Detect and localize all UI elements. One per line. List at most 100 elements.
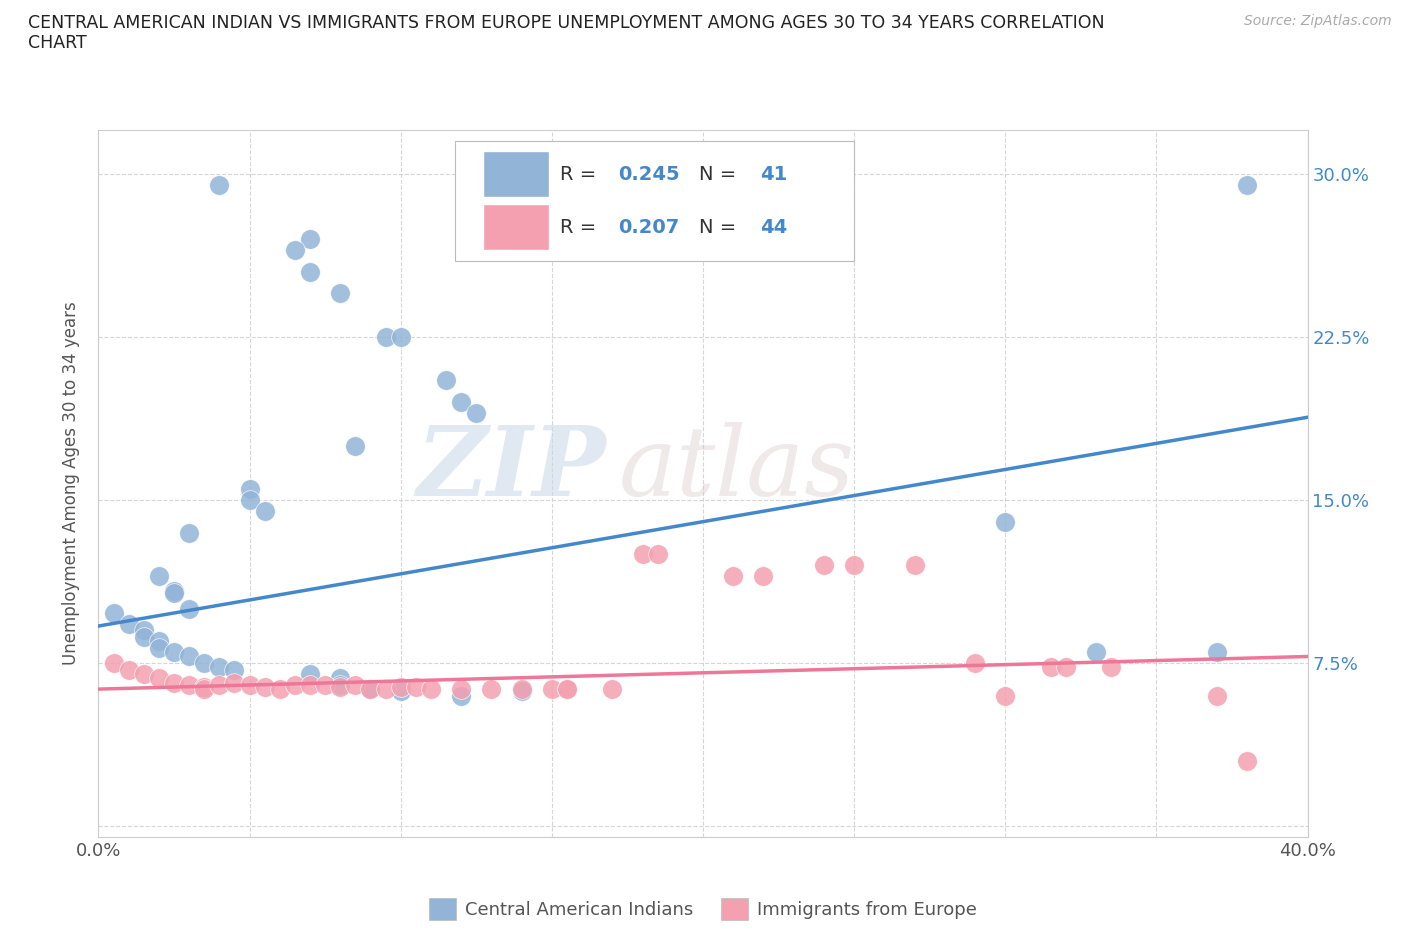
Point — [253, 503, 276, 518]
Point — [994, 688, 1017, 703]
Point — [1236, 753, 1258, 768]
Point — [1099, 660, 1122, 675]
Point — [299, 667, 322, 682]
Point — [193, 656, 215, 671]
Point — [329, 286, 352, 300]
Point — [344, 438, 367, 453]
Text: N =: N = — [699, 219, 742, 237]
Point — [631, 547, 654, 562]
Point — [329, 671, 352, 685]
Point — [132, 630, 155, 644]
Text: N =: N = — [699, 165, 742, 183]
Point — [103, 605, 125, 620]
Point — [465, 405, 488, 420]
Point — [450, 682, 472, 697]
Point — [555, 682, 578, 697]
Point — [179, 601, 201, 616]
Text: atlas: atlas — [619, 422, 855, 516]
Point — [329, 680, 352, 695]
Point — [389, 329, 412, 344]
Text: 0.245: 0.245 — [619, 165, 681, 183]
Text: CENTRAL AMERICAN INDIAN VS IMMIGRANTS FROM EUROPE UNEMPLOYMENT AMONG AGES 30 TO : CENTRAL AMERICAN INDIAN VS IMMIGRANTS FR… — [28, 14, 1105, 32]
Point — [602, 682, 624, 697]
Point — [179, 525, 201, 540]
Point — [179, 677, 201, 692]
Point — [389, 680, 412, 695]
Point — [374, 682, 396, 697]
Point — [1039, 660, 1062, 675]
Bar — [482, 205, 550, 250]
Point — [132, 623, 155, 638]
Point — [555, 682, 578, 697]
Point — [450, 394, 472, 409]
Point — [994, 514, 1017, 529]
Point — [148, 671, 170, 685]
Point — [813, 558, 835, 573]
Point — [208, 177, 231, 192]
Point — [269, 682, 291, 697]
Point — [481, 682, 503, 697]
Point — [510, 684, 533, 698]
Point — [1206, 644, 1229, 659]
Point — [208, 677, 231, 692]
Point — [965, 656, 987, 671]
Point — [299, 232, 322, 246]
Point — [314, 677, 336, 692]
Point — [118, 617, 141, 631]
Point — [329, 677, 352, 692]
Point — [389, 684, 412, 698]
Bar — [482, 152, 550, 197]
Text: 0.207: 0.207 — [619, 219, 679, 237]
Point — [299, 264, 322, 279]
Point — [148, 641, 170, 656]
Text: CHART: CHART — [28, 34, 87, 52]
Point — [224, 662, 246, 677]
Legend: Central American Indians, Immigrants from Europe: Central American Indians, Immigrants fro… — [429, 897, 977, 920]
Point — [374, 329, 396, 344]
Point — [253, 680, 276, 695]
Point — [208, 660, 231, 675]
Point — [148, 634, 170, 649]
Point — [193, 682, 215, 697]
Point — [163, 584, 186, 599]
Point — [103, 656, 125, 671]
Point — [420, 682, 443, 697]
Point — [132, 667, 155, 682]
Point — [434, 373, 457, 388]
Point — [163, 675, 186, 690]
Point — [904, 558, 927, 573]
Point — [540, 682, 562, 697]
Point — [360, 682, 382, 697]
Point — [344, 677, 367, 692]
Point — [163, 644, 186, 659]
Point — [844, 558, 866, 573]
Point — [647, 547, 669, 562]
Point — [405, 680, 427, 695]
Point — [360, 682, 382, 697]
Text: 41: 41 — [759, 165, 787, 183]
Point — [239, 493, 262, 508]
Text: Source: ZipAtlas.com: Source: ZipAtlas.com — [1244, 14, 1392, 28]
Point — [118, 662, 141, 677]
Point — [239, 677, 262, 692]
Point — [752, 568, 775, 583]
Text: 44: 44 — [759, 219, 787, 237]
Point — [1054, 660, 1077, 675]
Point — [450, 688, 472, 703]
Point — [284, 677, 307, 692]
Point — [1085, 644, 1108, 659]
Point — [179, 649, 201, 664]
Point — [284, 243, 307, 258]
FancyBboxPatch shape — [456, 140, 855, 261]
Point — [723, 568, 745, 583]
Point — [1206, 688, 1229, 703]
Point — [148, 568, 170, 583]
Point — [193, 680, 215, 695]
Point — [1236, 177, 1258, 192]
Y-axis label: Unemployment Among Ages 30 to 34 years: Unemployment Among Ages 30 to 34 years — [62, 301, 80, 666]
Point — [299, 677, 322, 692]
Text: R =: R = — [561, 219, 603, 237]
Point — [510, 682, 533, 697]
Point — [224, 675, 246, 690]
Point — [163, 586, 186, 601]
